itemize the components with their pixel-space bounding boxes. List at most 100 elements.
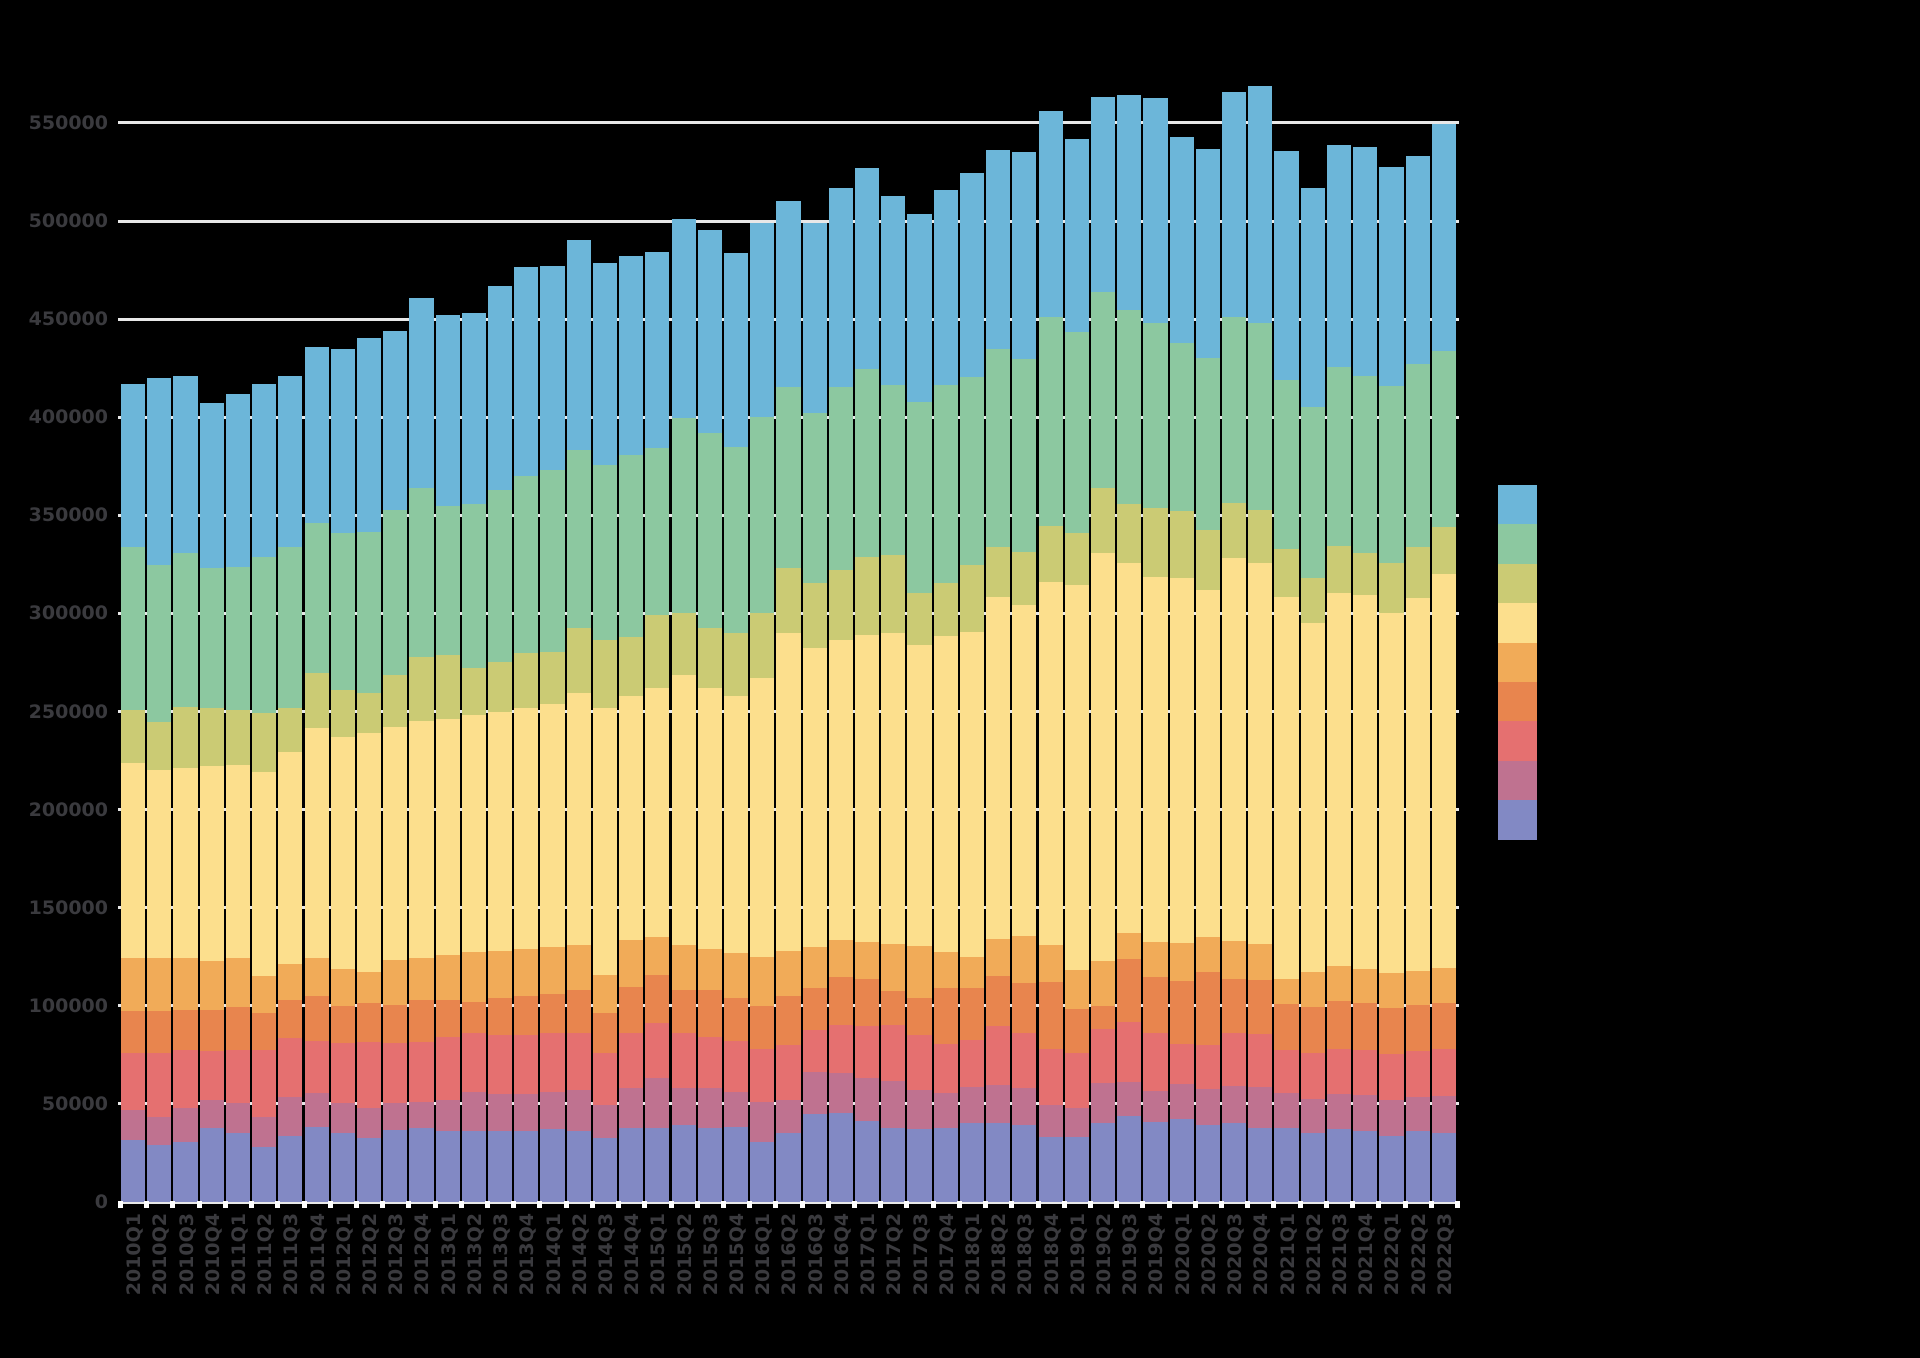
- y-tick-label: 200000: [28, 798, 108, 821]
- bar-segment-series-6-yellow: [1038, 581, 1063, 945]
- bar-segment-series-2-mauve: [1064, 1108, 1089, 1138]
- bar-segment-series-2-mauve: [147, 1116, 172, 1145]
- bar-segment-series-2-mauve: [671, 1088, 696, 1126]
- bar-segment-series-4-dark-orange: [147, 1011, 172, 1054]
- bar-segment-series-1-purple: [488, 1131, 513, 1202]
- bar-segment-series-8-green: [1274, 379, 1299, 550]
- legend: [1498, 485, 1537, 840]
- x-axis-tick: [1087, 1201, 1093, 1208]
- bar-segment-series-8-green: [1379, 386, 1404, 563]
- bar-segment-series-5-orange: [1326, 965, 1352, 1001]
- bar-segment-series-5-orange: [1064, 969, 1089, 1010]
- x-tick-label-wrap: 2018Q4: [1041, 1213, 1063, 1303]
- x-tick-label-wrap: 2015Q2: [674, 1213, 696, 1303]
- bar-segment-series-7-olive: [1431, 526, 1456, 575]
- bar-segment-series-1-purple: [304, 1127, 329, 1202]
- bar-segment-series-2-mauve: [435, 1099, 460, 1132]
- bar-segment-series-8-green: [1248, 323, 1273, 511]
- bar-segment-series-6-yellow: [1353, 594, 1378, 970]
- bar-segment-series-2-mauve: [1090, 1082, 1116, 1124]
- bar-segment-series-7-olive: [1143, 508, 1168, 578]
- x-tick-label: 2012Q1: [332, 1213, 355, 1296]
- x-tick-label: 2010Q2: [149, 1213, 172, 1296]
- bar-segment-series-9-blue: [1248, 86, 1273, 324]
- bar-segment-series-8-green: [566, 450, 591, 629]
- x-axis-tick: [773, 1201, 779, 1208]
- bar-segment-series-3-red: [776, 1045, 801, 1100]
- y-tick-label: 350000: [28, 504, 108, 527]
- x-tick-label-wrap: 2011Q2: [254, 1213, 276, 1303]
- bar-segment-series-4-dark-orange: [959, 988, 985, 1040]
- bar-segment-series-2-mauve: [1117, 1081, 1142, 1117]
- x-tick-label: 2011Q4: [306, 1213, 329, 1296]
- bar-segment-series-2-mauve: [1143, 1090, 1168, 1122]
- bar-segment-series-8-green: [723, 446, 749, 634]
- bar-segment-series-9-blue: [1405, 155, 1430, 365]
- bar-segment-series-4-dark-orange: [383, 1005, 408, 1044]
- bar-segment-series-1-purple: [356, 1138, 382, 1202]
- bar-segment-series-1-purple: [671, 1125, 696, 1202]
- legend-swatch-series-5-orange: [1498, 642, 1537, 682]
- bar-segment-series-8-green: [304, 522, 329, 674]
- x-tick-label: 2015Q1: [647, 1213, 670, 1296]
- bar-segment-series-2-mauve: [959, 1087, 985, 1124]
- bar-segment-series-5-orange: [1090, 961, 1116, 1006]
- y-tick-label: 100000: [28, 994, 108, 1017]
- bar-segment-series-4-dark-orange: [1038, 982, 1063, 1050]
- bar-segment-series-5-orange: [592, 975, 618, 1014]
- x-axis-tick: [668, 1201, 674, 1208]
- x-tick-label-wrap: 2012Q4: [411, 1213, 433, 1303]
- bar-segment-series-9-blue: [1038, 111, 1063, 317]
- bar-segment-series-4-dark-orange: [488, 997, 513, 1036]
- bar-segment-series-6-yellow: [225, 765, 251, 959]
- bar-segment-series-7-olive: [645, 615, 670, 688]
- bar-segment-series-5-orange: [409, 958, 434, 1000]
- x-tick-label: 2019Q3: [1119, 1213, 1142, 1296]
- bar-segment-series-4-dark-orange: [435, 999, 460, 1038]
- bar-segment-series-6-yellow: [855, 635, 880, 942]
- bar-segment-series-2-mauve: [881, 1080, 906, 1129]
- bar-segment-series-6-yellow: [723, 695, 749, 953]
- bar-segment-series-9-blue: [1326, 144, 1352, 368]
- bar-segment-series-7-olive: [304, 673, 329, 729]
- bar-segment-series-5-orange: [488, 950, 513, 998]
- bar-segment-series-8-green: [1143, 322, 1168, 509]
- bar-segment-series-9-blue: [461, 313, 486, 504]
- bar-2010Q3: [173, 375, 198, 1202]
- bar-segment-series-3-red: [855, 1026, 880, 1079]
- bar-segment-series-2-mauve: [1038, 1105, 1063, 1137]
- bar-segment-series-8-green: [1431, 350, 1456, 527]
- bar-segment-series-6-yellow: [1379, 613, 1404, 974]
- bar-segment-series-3-red: [383, 1043, 408, 1104]
- bar-segment-series-8-green: [1326, 367, 1352, 546]
- x-tick-label-wrap: 2019Q4: [1145, 1213, 1167, 1303]
- bar-segment-series-4-dark-orange: [1326, 1000, 1352, 1050]
- bar-segment-series-8-green: [225, 567, 251, 710]
- x-axis-tick: [747, 1201, 753, 1208]
- bar-segment-series-4-dark-orange: [199, 1009, 224, 1051]
- bar-segment-series-9-blue: [278, 375, 303, 547]
- bar-segment-series-5-orange: [619, 940, 644, 987]
- bar-segment-series-2-mauve: [1431, 1096, 1456, 1133]
- bar-segment-series-3-red: [488, 1035, 513, 1095]
- bar-2021Q1: [1274, 150, 1299, 1202]
- x-tick-label: 2013Q3: [490, 1213, 513, 1296]
- x-axis-tick: [983, 1201, 989, 1208]
- bar-segment-series-9-blue: [1300, 188, 1325, 408]
- legend-swatch-series-2-mauve: [1498, 760, 1537, 801]
- legend-swatch-series-1-purple: [1498, 800, 1537, 840]
- bar-segment-series-8-green: [592, 465, 618, 640]
- bar-segment-series-2-mauve: [1379, 1099, 1404, 1137]
- bar-segment-series-7-olive: [1379, 562, 1404, 614]
- bar-segment-series-1-purple: [1353, 1130, 1378, 1202]
- bar-segment-series-2-mauve: [1353, 1095, 1378, 1131]
- x-axis-tick: [1009, 1201, 1015, 1208]
- bar-segment-series-1-purple: [199, 1128, 224, 1202]
- x-tick-label: 2014Q2: [568, 1213, 591, 1296]
- bar-2010Q2: [147, 378, 172, 1202]
- x-axis-tick: [1192, 1201, 1198, 1208]
- bar-segment-series-5-orange: [1222, 940, 1247, 980]
- bar-segment-series-8-green: [1405, 364, 1430, 547]
- bar-2017Q2: [881, 195, 906, 1202]
